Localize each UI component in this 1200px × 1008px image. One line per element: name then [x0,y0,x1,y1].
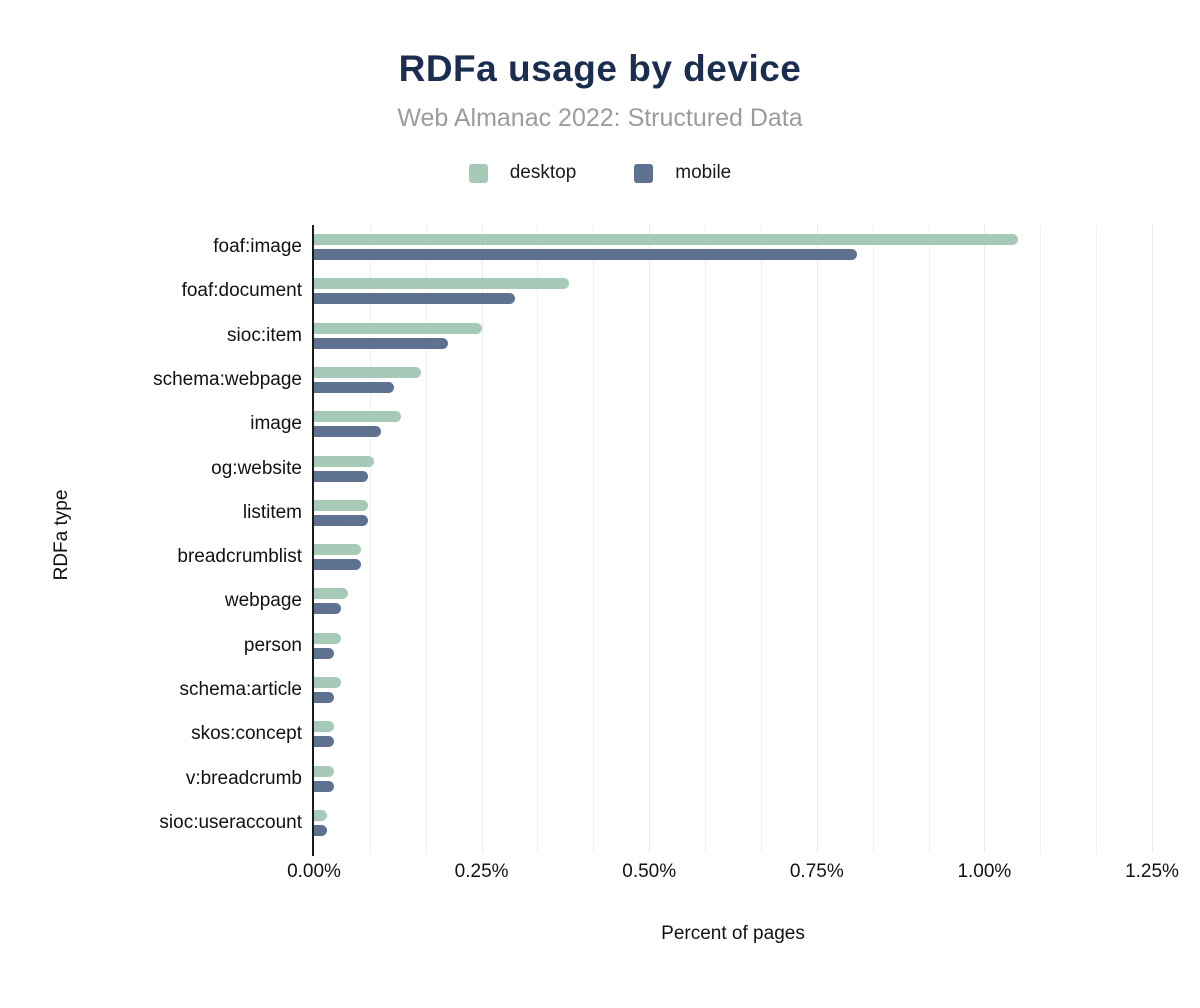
mobile-bar [314,381,395,393]
mobile-bar [314,470,368,482]
category-label: listitem [242,501,302,523]
x-tick-label: 0.00% [287,861,341,882]
plot-area: foaf:image foaf:document sioc:item schema:w… [153,225,1179,944]
bar-row: image [250,402,1152,446]
legend-label-desktop: desktop [509,162,577,183]
mobile-bar [314,780,335,792]
x-tick-label: 0.25% [454,861,509,882]
category-label: sioc:useraccount [159,811,302,833]
bar-row: listitem [243,491,1152,535]
mobile-bar [314,647,335,659]
bar-row: breadcrumblist [177,535,1152,579]
desktop-bar [314,455,375,467]
desktop-bar [314,765,335,777]
desktop-swatch [468,163,488,183]
desktop-bar [314,499,368,511]
category-label: person [243,634,302,656]
x-axis-title: Percent of pages [661,923,805,944]
category-label: sioc:item [227,324,302,346]
x-tick-label: 0.50% [622,861,677,882]
category-label: schema:article [179,678,303,700]
bar-row: schema:article [180,668,1152,712]
category-label: og:website [211,457,302,479]
mobile-bar [314,426,382,438]
mobile-bar [314,691,335,703]
chart-subtitle: Web Almanac 2022: Structured Data [397,104,803,132]
desktop-bar [314,588,348,600]
x-tick-label: 0.75% [789,861,844,882]
bar-row: foaf:image [213,225,1152,269]
x-tick-label: 1.25% [1125,861,1179,882]
bar-row: webpage [225,579,1152,623]
category-label: webpage [224,590,302,612]
desktop-bar [314,809,328,821]
bar-row: skos:concept [191,712,1152,756]
mobile-bar [314,249,858,261]
mobile-swatch [634,163,654,183]
desktop-bar [314,322,482,334]
mobile-bar [314,603,341,615]
desktop-bar [314,632,341,644]
bar-row: foaf:document [182,269,1152,313]
category-label: foaf:document [181,280,302,302]
legend-item-mobile: mobile [634,162,731,184]
bar-row: sioc:item [227,314,1152,358]
legend-item-desktop: desktop [468,162,577,184]
bar-row: person [244,624,1152,668]
desktop-bar [314,721,335,733]
category-label: foaf:image [213,236,302,258]
bar-row: og:website [211,446,1152,490]
desktop-bar [314,234,1018,246]
category-label: v:breadcrumb [185,767,302,789]
legend: desktop mobile [0,162,1200,184]
chart-title: RDFa usage by device [398,48,802,89]
category-label: schema:webpage [153,368,302,390]
mobile-bar [314,559,361,571]
desktop-bar [314,676,341,688]
mobile-bar [314,337,449,349]
desktop-bar [314,411,402,423]
x-axis-ticks: 0.00% 0.25% 0.50% 0.75% 1.00% 1.25% [287,861,1179,885]
bar-row: sioc:useraccount [159,801,1152,845]
bar-row: schema:webpage [153,358,1152,402]
bar-row: v:breadcrumb [186,756,1152,800]
mobile-bar [314,736,335,748]
category-label: image [250,413,302,435]
mobile-bar [314,293,516,305]
bar-rows: foaf:image foaf:document sioc:item schema:w… [153,225,1152,845]
major-gridline [1152,225,1153,853]
legend-label-mobile: mobile [675,162,732,183]
x-axis-zero-tick [312,845,314,856]
category-label: breadcrumblist [177,546,302,568]
x-tick-label: 1.00% [957,861,1012,882]
category-label: skos:concept [191,723,302,745]
desktop-bar [314,544,361,556]
mobile-bar [314,514,368,526]
desktop-bar [314,278,569,290]
y-axis-title: RDFa type [51,489,72,581]
desktop-bar [314,366,422,378]
mobile-bar [314,824,328,836]
